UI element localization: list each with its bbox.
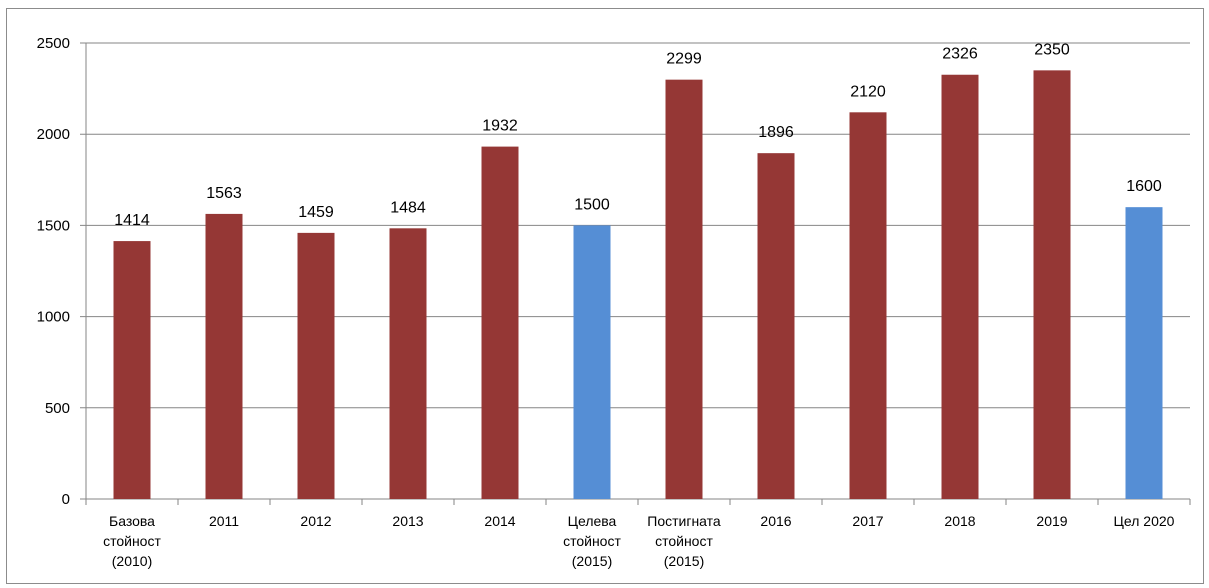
x-tick-label: 2013 xyxy=(392,513,423,529)
x-tick-label: 2019 xyxy=(1036,513,1067,529)
bar xyxy=(1125,207,1163,499)
x-tick-label: Базова xyxy=(109,513,155,529)
x-tick-label: 2014 xyxy=(484,513,515,529)
x-tick-label: 2017 xyxy=(852,513,883,529)
x-tick-label: (2015) xyxy=(664,553,704,569)
x-tick-label: Целева xyxy=(568,513,617,529)
x-tick-label: Цел 2020 xyxy=(1114,513,1175,529)
x-tick-label: стойност xyxy=(563,533,621,549)
x-tick-label: (2010) xyxy=(112,553,152,569)
bar xyxy=(205,213,243,499)
x-tick-label: стойност xyxy=(103,533,161,549)
data-label: 1459 xyxy=(298,204,334,221)
y-tick-label: 500 xyxy=(45,400,70,417)
bar xyxy=(389,228,427,499)
data-label: 2350 xyxy=(1034,41,1070,58)
data-label: 2299 xyxy=(666,51,702,68)
bar xyxy=(113,241,151,499)
x-tick-label: 2012 xyxy=(300,513,331,529)
bar xyxy=(297,232,335,499)
y-tick-label: 2500 xyxy=(37,35,70,52)
gridlines xyxy=(80,42,1190,409)
y-tick-label: 2000 xyxy=(37,126,70,143)
bars xyxy=(113,70,1163,500)
data-label: 2326 xyxy=(942,46,978,63)
data-label: 1896 xyxy=(758,124,794,141)
data-label: 2120 xyxy=(850,83,886,100)
bar xyxy=(665,79,703,499)
bar xyxy=(849,112,887,499)
x-tick-label: Постигната xyxy=(647,513,721,529)
data-label: 1932 xyxy=(482,118,518,135)
bar xyxy=(1033,70,1071,500)
axes xyxy=(80,43,1191,505)
data-label: 1414 xyxy=(114,212,150,229)
bar xyxy=(481,146,519,499)
bar xyxy=(757,153,795,499)
data-label: 1563 xyxy=(206,185,242,202)
data-label: 1500 xyxy=(574,196,610,213)
x-tick-label: 2018 xyxy=(944,513,975,529)
y-tick-label: 0 xyxy=(62,491,70,508)
data-label: 1484 xyxy=(390,199,426,216)
tick-labels: 0 500 1000 1500 2000 2500 Базова стойност (2010)… xyxy=(37,35,1175,569)
y-tick-label: 1500 xyxy=(37,217,70,234)
data-labels: 1414 1563 1459 1484 1932 1500 2299 1896 2120 2326… xyxy=(114,41,1162,229)
y-tick-label: 1000 xyxy=(37,309,70,326)
bar xyxy=(941,74,979,499)
x-tick-label: (2015) xyxy=(572,553,612,569)
x-tick-label: стойност xyxy=(655,533,713,549)
bar xyxy=(573,225,611,499)
data-label: 1600 xyxy=(1126,178,1162,195)
x-tick-label: 2011 xyxy=(209,513,239,529)
x-tick-label: 2016 xyxy=(760,513,791,529)
